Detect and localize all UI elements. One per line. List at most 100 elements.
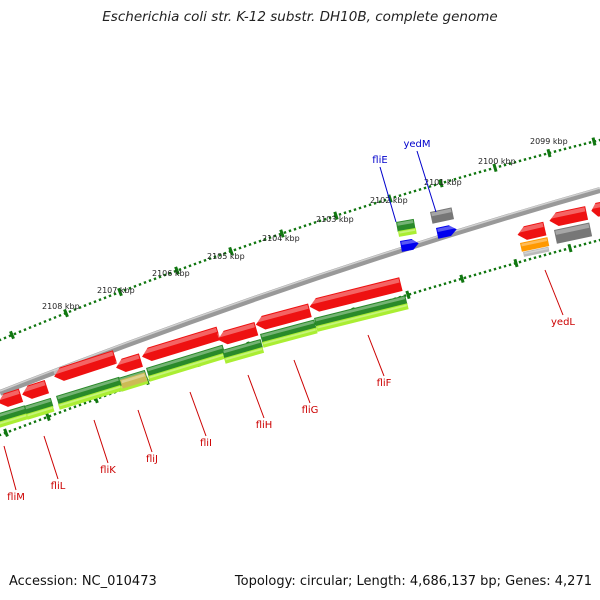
tick-dot-outer <box>418 188 422 191</box>
tick-dot-inner <box>473 273 477 277</box>
tick-dot-inner <box>53 412 57 416</box>
tick-dot-outer <box>573 144 577 148</box>
tick-dot-outer <box>73 307 77 312</box>
tick-dot-inner <box>573 245 577 249</box>
tick-major-inner <box>513 258 519 268</box>
tick-dot-inner <box>33 420 37 424</box>
tick-dot-outer <box>38 322 42 326</box>
tick-dot-outer <box>18 330 22 334</box>
tick-dot-inner <box>468 274 472 278</box>
gene-label-yedM: yedM <box>403 139 437 213</box>
tick-major-outer <box>9 330 15 340</box>
tick-dot-outer <box>553 150 557 153</box>
tick-dot-outer <box>458 176 462 180</box>
tick-major-outer <box>63 308 69 318</box>
tick-dot-outer <box>528 156 532 160</box>
cds-red-feature <box>217 321 259 345</box>
tick-major-inner <box>567 243 573 253</box>
tick-dot-inner <box>68 407 72 411</box>
tick-dot-outer <box>443 180 447 184</box>
tick-dot-inner <box>543 253 547 257</box>
feature-layer <box>0 200 600 428</box>
tick-dot-inner <box>433 285 437 289</box>
cds-green-feature <box>146 344 226 377</box>
tick-dot-outer <box>93 300 97 304</box>
tick-dot-outer <box>48 317 52 322</box>
tick-dot-outer <box>508 162 512 166</box>
cds-lightgreen-feature <box>58 384 123 410</box>
tick-dot-outer <box>358 206 362 210</box>
tick-major-outer <box>117 287 123 297</box>
tick-dot-outer <box>243 244 247 248</box>
svg-text:yedL: yedL <box>551 317 575 328</box>
cds-lightgreen-feature <box>224 346 265 364</box>
tick-dot-outer <box>578 143 582 147</box>
cds-lightgreen-feature <box>316 303 409 332</box>
tick-dot-outer <box>488 167 492 171</box>
tick-dot-inner <box>483 270 487 274</box>
tick-label: 2102 kbp <box>370 196 408 205</box>
tick-major-outer <box>333 211 339 220</box>
tick-dot-outer <box>348 209 352 213</box>
tick-dot-outer <box>393 195 397 199</box>
tick-dot-inner <box>558 249 562 253</box>
tick-dot-outer <box>313 220 317 225</box>
tick-dot-inner <box>413 291 417 295</box>
tick-dot-outer <box>433 183 437 187</box>
cds-red-feature <box>115 353 143 373</box>
tick-dot-outer <box>268 236 272 240</box>
tick-dot-inner <box>583 242 587 246</box>
tick-dot-inner <box>13 427 17 431</box>
gene-label-fliE: fliE <box>372 155 397 223</box>
tick-major-outer <box>174 266 180 275</box>
map-title: Escherichia coli str. K-12 substr. DH10B… <box>102 9 498 25</box>
cds-green-feature <box>260 319 317 343</box>
tick-label: 2100 kbp <box>478 157 516 166</box>
accession-label: Accession: NC_010473 <box>9 574 157 589</box>
tick-dot-outer <box>3 336 7 340</box>
cds-red-feature <box>309 277 403 312</box>
cds-red-feature <box>255 303 312 330</box>
tick-dot-outer <box>113 292 117 296</box>
cds-blue-feature <box>400 238 419 252</box>
gene-label-fliG: fliG <box>293 359 318 416</box>
tick-dot-outer <box>143 280 147 285</box>
tick-dot-inner <box>58 410 62 414</box>
tick-dot-inner <box>563 248 567 251</box>
tick-dot-outer <box>33 324 37 328</box>
tick-dot-outer <box>253 241 257 245</box>
tick-dot-outer <box>503 163 507 167</box>
tick-dot-outer <box>203 258 207 262</box>
svg-text:fliI: fliI <box>200 438 212 449</box>
tick-dot-outer <box>263 237 267 241</box>
genome-stats-label: Topology: circular; Length: 4,686,137 bp… <box>234 574 592 589</box>
tick-dot-outer <box>373 201 377 205</box>
tick-dot-outer <box>343 211 347 215</box>
cds-green-feature <box>222 338 263 359</box>
tick-dot-outer <box>218 253 222 257</box>
tick-dot-inner <box>28 422 32 426</box>
cds-olive-feature <box>120 372 148 389</box>
tick-dot-outer <box>133 284 137 288</box>
tick-major-outer <box>591 137 597 146</box>
svg-text:fliH: fliH <box>256 420 273 431</box>
tick-dot-inner <box>553 250 557 254</box>
tick-label: 2107 kbp <box>97 286 135 295</box>
tick-dot-outer <box>193 262 197 266</box>
tick-dot-outer <box>318 219 322 223</box>
cds-green-feature <box>314 295 408 327</box>
tick-dot-inner <box>43 416 47 420</box>
gene-label-fliI: fliI <box>189 391 212 449</box>
label-layer: fliE yedM yedL fliF fliG fliH fliI fliJ fliK fliL… <box>3 139 575 503</box>
tick-major-inner <box>459 274 465 283</box>
tick-dot-outer <box>198 260 202 264</box>
cds-red-feature <box>0 388 24 407</box>
cds-lightgreen-feature <box>26 405 55 420</box>
tick-dot-inner <box>73 405 77 409</box>
tick-dot-outer <box>473 171 477 175</box>
tick-dot-outer <box>103 296 107 300</box>
tick-dot-outer <box>583 142 587 146</box>
tick-major-outer <box>279 229 285 238</box>
tick-dot-outer <box>58 313 62 318</box>
